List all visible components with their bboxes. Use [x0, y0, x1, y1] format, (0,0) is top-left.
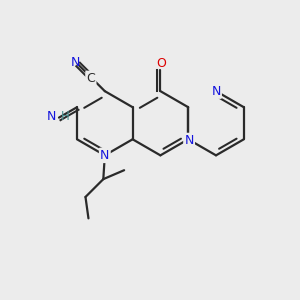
- Text: O: O: [156, 57, 166, 70]
- Text: N: N: [184, 134, 194, 147]
- Text: N: N: [70, 56, 80, 69]
- Text: C: C: [86, 72, 95, 85]
- Text: H: H: [61, 110, 69, 123]
- Text: N: N: [46, 110, 56, 123]
- Text: N: N: [100, 149, 110, 162]
- Text: N: N: [211, 85, 221, 98]
